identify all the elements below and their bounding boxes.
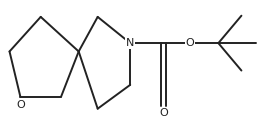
Text: O: O: [185, 38, 194, 48]
Text: O: O: [16, 100, 25, 110]
Text: N: N: [126, 38, 135, 48]
Text: O: O: [159, 108, 168, 118]
